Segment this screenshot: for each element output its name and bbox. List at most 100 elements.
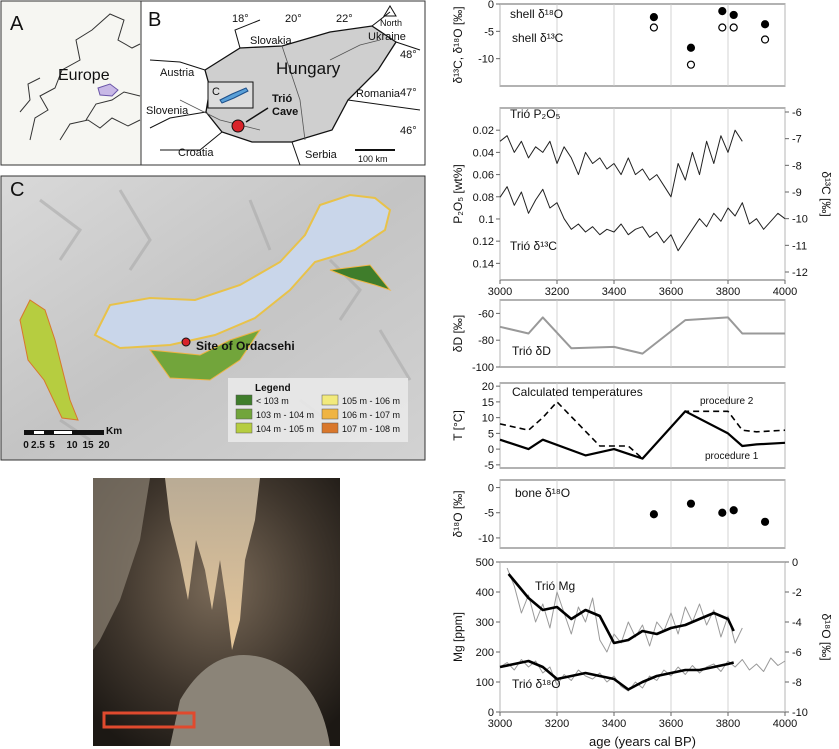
y-tick-label: 200 [476, 647, 494, 659]
scale-tick: 0 [23, 440, 29, 451]
panel-letter: C [10, 179, 24, 201]
scale-tick: 2.5 [31, 440, 45, 451]
y-tick-label: -5 [484, 508, 494, 520]
site-label: Site of Ordacsehi [196, 339, 295, 353]
country-label: Serbia [305, 149, 338, 161]
country-label: Slovenia [146, 105, 189, 117]
data-point [762, 21, 769, 28]
data-point [650, 14, 657, 21]
lat-tick: 48° [400, 49, 417, 61]
map-b: B 18° 20° 22° North 48° 47° 46° Slovakia… [141, 1, 425, 165]
data-point [762, 36, 769, 43]
lat-tick: 47° [400, 87, 417, 99]
legend-swatch [322, 395, 338, 405]
data-point [650, 511, 657, 518]
data-point [687, 44, 694, 51]
y-tick-label: 5 [488, 428, 494, 440]
y2-tick-label: -4 [792, 617, 802, 629]
x-tick-label: 3600 [659, 718, 683, 730]
y-tick-label: -60 [478, 308, 494, 320]
data-point [719, 8, 726, 15]
y-tick-label: 0 [488, 707, 494, 719]
country-label: Croatia [178, 147, 214, 159]
lon-tick: 18° [232, 13, 249, 25]
y-tick-label: -10 [478, 533, 494, 545]
y-tick-label: -5 [484, 26, 494, 38]
y-tick-label: 0 [488, 483, 494, 495]
data-point [719, 24, 726, 31]
cave-photo [93, 478, 340, 746]
series-label: Trió Mg [535, 579, 575, 593]
cave-label: Cave [272, 106, 298, 118]
y2-tick-label: -11 [792, 240, 807, 252]
y-tick-label: 0.06 [473, 170, 494, 182]
series-label: bone δ¹⁸O [515, 486, 570, 500]
y-tick-label: 300 [476, 617, 494, 629]
chart-title: Calculated temperatures [512, 385, 643, 399]
country-label: Slovakia [250, 35, 292, 47]
scale-segment [54, 431, 72, 434]
scale-tick: 10 [66, 440, 78, 451]
country-label: Romania [356, 88, 401, 100]
y-axis-label: T [°C] [451, 410, 465, 441]
series-label: Trió δ¹⁸O [512, 677, 561, 691]
scale-unit: Km [106, 426, 122, 437]
legend-swatch [236, 409, 252, 419]
x-axis-label: age (years cal BP) [589, 734, 696, 749]
legend-label: 106 m - 107 m [342, 410, 400, 420]
series-label: shell δ¹⁸O [510, 7, 563, 21]
legend-swatch [236, 395, 252, 405]
x-tick-label: 3000 [488, 718, 512, 730]
y-axis-label: δD [‰] [451, 315, 465, 352]
y-tick-label: -10 [478, 54, 494, 66]
x-tick-label: 4000 [773, 718, 797, 730]
legend-label: 103 m - 104 m [256, 410, 314, 420]
data-point [687, 500, 694, 507]
y2-tick-label: 0 [792, 557, 798, 569]
y2-tick-label: -8 [792, 677, 802, 689]
figure: A Europe B 18° 20° 22° North 48° 47° 46°… [0, 0, 839, 749]
y2-axis-label: δ¹⁸O [‰] [819, 613, 833, 660]
lon-tick: 22° [336, 13, 353, 25]
y-tick-label: -80 [478, 335, 494, 347]
x-tick-label: 3200 [545, 718, 569, 730]
lat-tick: 46° [400, 125, 417, 137]
panel-letter: B [148, 9, 161, 31]
series-label: procedure 1 [705, 451, 759, 462]
y2-tick-label: -2 [792, 587, 802, 599]
x-tick-label: 3200 [545, 286, 569, 298]
y-tick-label: 20 [482, 381, 494, 393]
series-label: shell δ¹³C [512, 31, 564, 45]
y-tick-label: 0.1 [479, 214, 494, 226]
country-label: Hungary [276, 59, 341, 78]
x-tick-label: 3600 [659, 286, 683, 298]
y2-axis-label: δ¹³C [‰] [819, 171, 833, 216]
y-tick-label: 0.14 [473, 258, 494, 270]
y-tick-label: 400 [476, 587, 494, 599]
data-point [730, 24, 737, 31]
scale-label: 100 km [358, 154, 388, 164]
y-tick-label: 0.08 [473, 192, 494, 204]
y2-tick-label: -9 [792, 187, 802, 199]
site-marker [182, 338, 190, 346]
map-c: C Site of Ordacsehi Legend Km < 103 m103… [1, 176, 425, 460]
legend-swatch [322, 423, 338, 433]
data-point [719, 509, 726, 516]
panel-letter: A [10, 13, 24, 35]
series-label: procedure 2 [700, 396, 754, 407]
cave-marker [232, 120, 244, 132]
scale-tick: 5 [49, 440, 55, 451]
legend-title: Legend [255, 383, 291, 394]
y2-tick-label: -7 [792, 134, 802, 146]
y-tick-label: 0 [488, 0, 494, 11]
inset-label: C [212, 86, 220, 98]
legend-label: 105 m - 106 m [342, 396, 400, 406]
y-axis-label: δ¹⁸O [‰] [451, 490, 465, 537]
y-tick-label: 0.12 [473, 236, 494, 248]
y-tick-label: 0 [488, 444, 494, 456]
series-label: Trió P₂O₅ [510, 107, 561, 121]
scale-tick: 20 [98, 440, 110, 451]
cave-label: Trió [272, 93, 292, 105]
